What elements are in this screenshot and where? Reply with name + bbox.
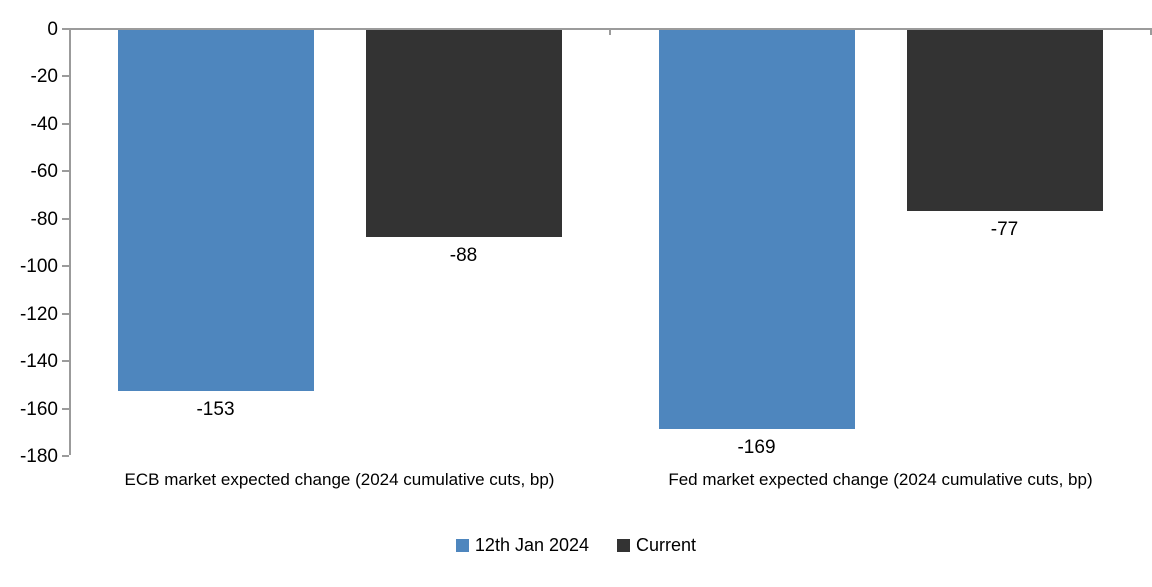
y-axis-line [69, 28, 71, 455]
category-label: Fed market expected change (2024 cumulat… [668, 470, 1093, 489]
legend-item: Current [617, 536, 696, 554]
legend-label: Current [636, 535, 697, 555]
y-tick-label: 0 [47, 19, 58, 40]
data-label: -153 [196, 398, 235, 420]
legend-swatch [617, 538, 631, 552]
y-tick-label: -20 [30, 66, 58, 88]
data-label: -77 [990, 218, 1019, 240]
data-label: -169 [737, 436, 776, 458]
y-tick-label: -60 [30, 161, 58, 183]
y-tick-mark [62, 360, 69, 363]
legend-label: 12th Jan 2024 [474, 535, 590, 555]
y-tick-label: -160 [19, 398, 58, 420]
category-label: ECB market expected change (2024 cumulat… [124, 470, 555, 489]
bar-series2-cat2 [906, 28, 1103, 211]
y-tick-label: -140 [19, 351, 58, 373]
y-tick-mark [62, 217, 69, 220]
x-axis-line [69, 28, 1151, 30]
legend-swatch [455, 538, 469, 552]
category-tick-mark [609, 28, 611, 35]
data-label: -88 [449, 244, 478, 266]
y-tick-mark [62, 265, 69, 268]
y-tick-label: -180 [19, 446, 58, 467]
y-tick-mark [62, 122, 69, 125]
legend-item: 12th Jan 2024 [455, 535, 590, 555]
y-tick-mark [62, 28, 69, 30]
y-tick-mark [62, 75, 69, 78]
bar-series1-cat1 [117, 28, 314, 391]
y-tick-label: -80 [30, 208, 58, 230]
category-tick-mark [1150, 28, 1152, 35]
y-tick-label: -120 [19, 303, 58, 325]
y-tick-label: -40 [30, 113, 58, 135]
legend: 12th Jan 2024 Current [0, 536, 1152, 554]
y-tick-mark [62, 407, 69, 410]
y-tick-mark [62, 455, 69, 457]
bar-series2-cat1 [365, 28, 562, 237]
y-tick-mark [62, 170, 69, 173]
y-tick-label: -100 [19, 256, 58, 278]
bar-series1-cat2 [658, 28, 855, 429]
y-tick-mark [62, 312, 69, 315]
